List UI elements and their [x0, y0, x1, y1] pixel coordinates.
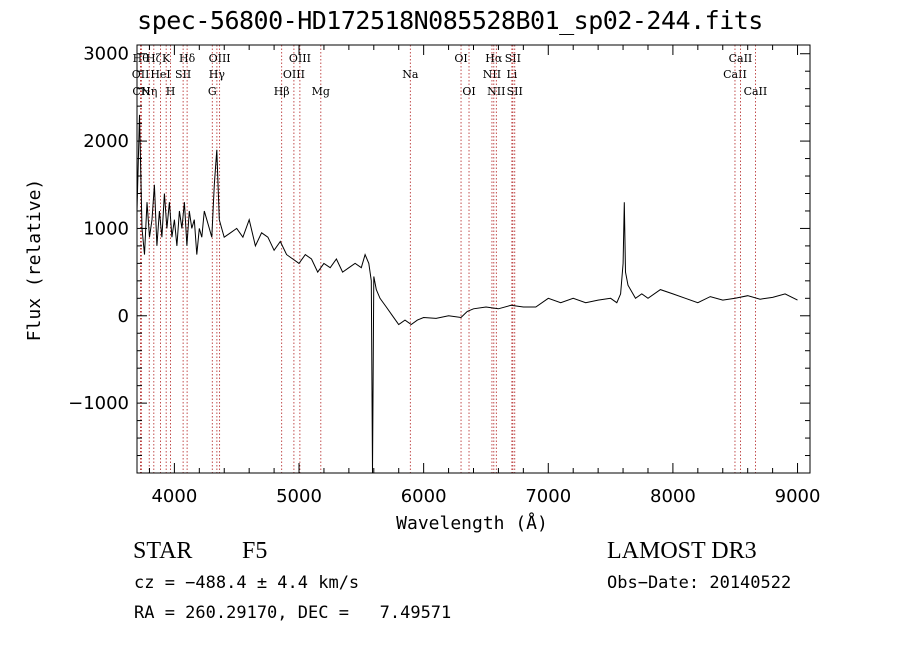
- x-tick-label: 9000: [775, 486, 821, 507]
- spectral-line-label: OIII: [283, 68, 305, 81]
- spectral-line-label: Hη: [141, 85, 157, 98]
- chart-title: spec-56800-HD172518N085528B01_sp02-244.f…: [137, 6, 763, 35]
- x-tick-label: 8000: [650, 486, 696, 507]
- spectral-line-label: SII: [507, 85, 523, 98]
- spectral-line-label: SII: [505, 52, 521, 65]
- redshift-text: cz = −488.4 ± 4.4 km/s: [134, 573, 360, 593]
- spectral-line-label: CaII: [744, 85, 768, 98]
- spectral-line-label: OI: [462, 85, 475, 98]
- spectral-line-label: HeI: [150, 68, 170, 81]
- spectral-line-label: G: [208, 85, 217, 98]
- spectral-line-label: CaII: [723, 68, 747, 81]
- spectral-line-label: NII: [483, 68, 501, 81]
- spectral-line-label: Mg: [312, 85, 330, 98]
- spectral-line-label: Li: [506, 68, 517, 81]
- y-axis-label: Flux (relative): [24, 179, 45, 342]
- axis-ticks: 4000 5000 6000 7000 8000 9000 −1000 0 1000 2000 30…: [68, 44, 820, 507]
- spectral-line-label: Hγ: [209, 68, 226, 81]
- spectral-line-label: OIII: [209, 52, 231, 65]
- y-tick-label: 3000: [83, 44, 129, 65]
- spectrum-line: [136, 114, 798, 474]
- spectral-line-label: OIII: [289, 52, 311, 65]
- x-tick-label: 7000: [525, 486, 571, 507]
- spectral-line-label: NII: [487, 85, 505, 98]
- spectral-line-label: Hα: [485, 52, 503, 65]
- spectral-line-label: Hδ: [179, 52, 196, 65]
- y-tick-label: 0: [118, 306, 129, 327]
- x-tick-label: 4000: [151, 486, 197, 507]
- y-tick-label: 2000: [83, 131, 129, 152]
- x-axis-label: Wavelength (Å): [396, 512, 548, 534]
- x-tick-label: 5000: [276, 486, 322, 507]
- x-tick-label: 6000: [401, 486, 447, 507]
- spectral-line-label: OII: [132, 68, 150, 81]
- plot-frame: [136, 44, 811, 474]
- y-tick-label: −1000: [68, 393, 129, 414]
- spectral-line-label: Hβ: [274, 85, 290, 98]
- coordinates: RA = 260.29170, DEC = 7.49571: [134, 603, 452, 623]
- spectral-line-label: OI: [454, 52, 467, 65]
- spectral-line-label: Hζ: [146, 52, 162, 65]
- spectral-line-label: CaII: [729, 52, 753, 65]
- object-subclass: F5: [242, 538, 268, 564]
- spectral-line-label: SII: [175, 68, 191, 81]
- object-class: STAR: [133, 538, 193, 564]
- y-tick-label: 1000: [83, 218, 129, 239]
- obs-date: Obs−Date: 20140522: [607, 573, 792, 593]
- spectral-line-label: Na: [402, 68, 419, 81]
- spectral-line-label: K: [162, 52, 171, 65]
- spectral-lines: HθOIICNHηHζHeIKHSIIHδGHγOIIIHβOIIIOIIIMg…: [132, 45, 767, 473]
- survey-name: LAMOST DR3: [607, 538, 757, 564]
- spectral-line-label: H: [166, 85, 176, 98]
